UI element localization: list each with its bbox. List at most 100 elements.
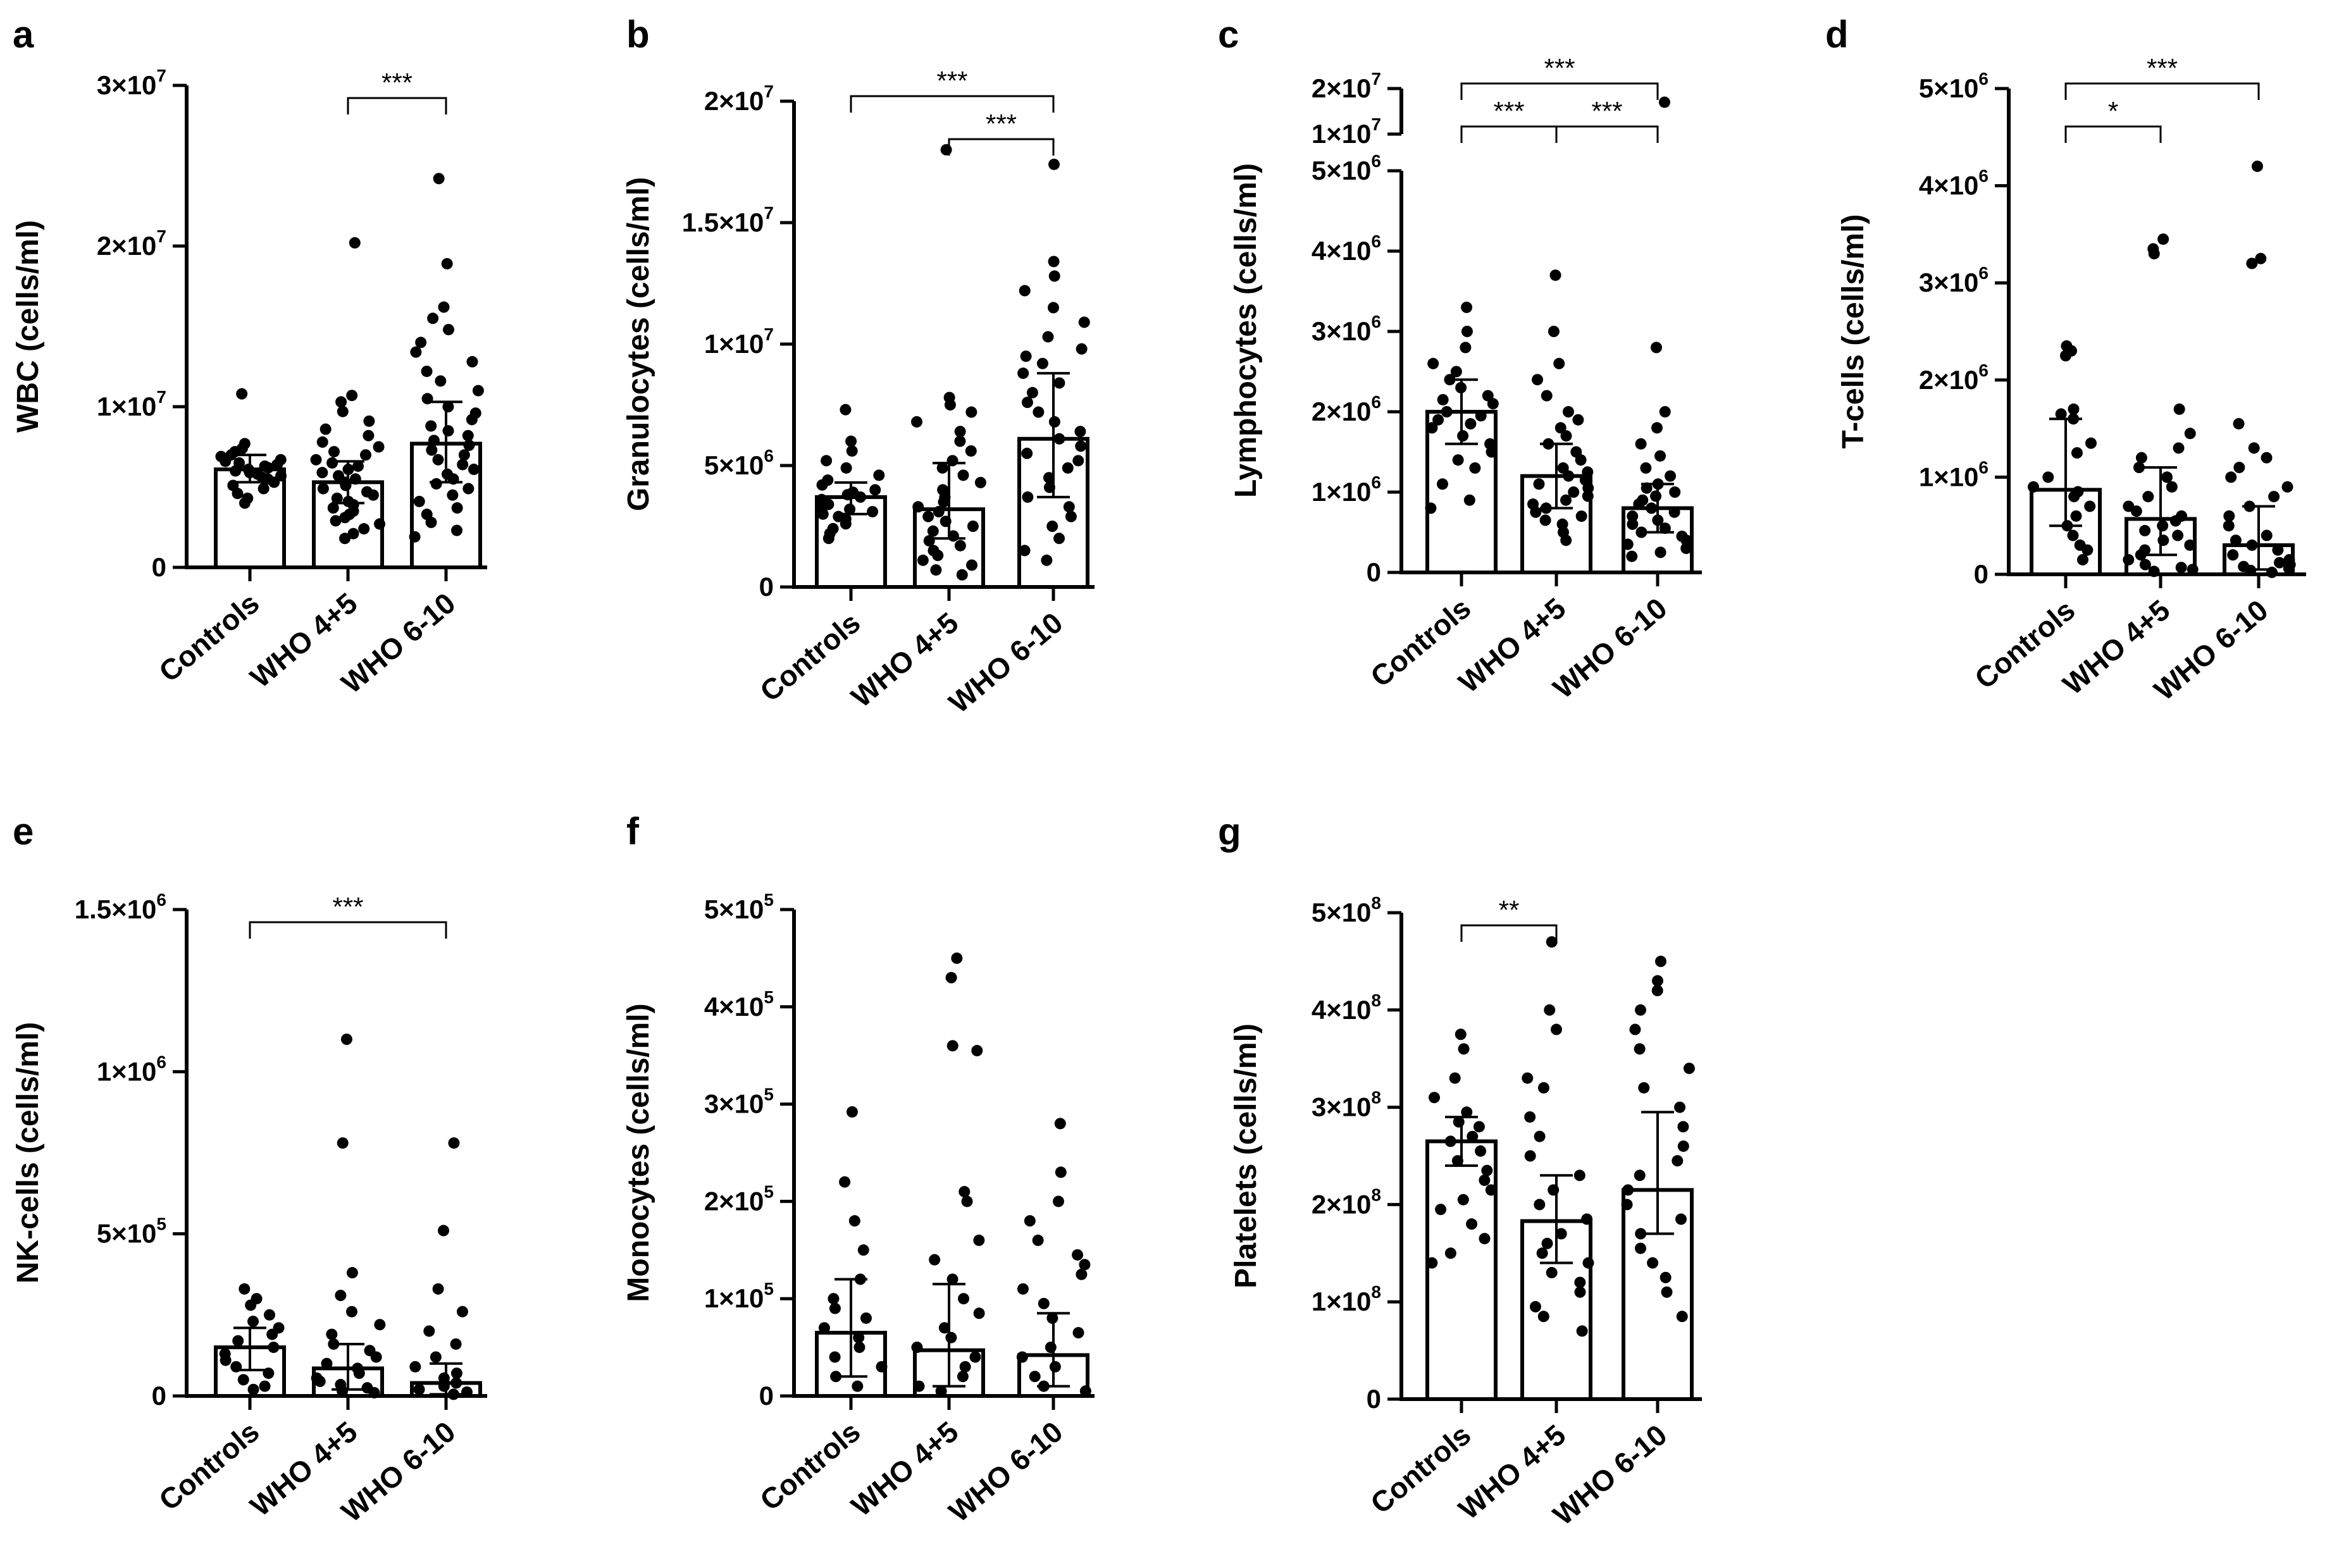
data-point	[2148, 565, 2160, 577]
data-point	[335, 1290, 347, 1302]
y-tick-label: 2×106	[1312, 392, 1381, 426]
data-point	[2071, 447, 2083, 459]
data-point	[472, 385, 484, 397]
data-point	[1426, 422, 1438, 434]
data-point	[2133, 462, 2145, 474]
data-point	[337, 1385, 349, 1397]
data-point	[1546, 936, 1558, 948]
data-point	[2225, 471, 2237, 483]
data-point	[363, 415, 375, 427]
data-point	[330, 515, 342, 527]
data-point	[1450, 366, 1462, 378]
data-point	[262, 462, 274, 474]
y-tick-label: 5×106	[1312, 151, 1381, 185]
data-point	[1562, 406, 1574, 417]
data-point	[266, 1328, 278, 1340]
data-point	[1024, 1215, 1036, 1227]
data-point	[867, 505, 879, 517]
y-tick-label: 0	[759, 1381, 774, 1411]
data-point	[1045, 1342, 1057, 1354]
data-point	[466, 355, 478, 367]
data-point	[1677, 1121, 1689, 1133]
y-tick-label: 0	[152, 552, 166, 582]
x-tick-label: WHO 6-10	[1547, 591, 1673, 705]
data-point	[958, 1293, 970, 1305]
significance-bracket	[1460, 924, 1558, 942]
data-point	[2157, 520, 2169, 532]
significance-bracket	[948, 138, 1055, 156]
data-point	[817, 508, 829, 520]
data-point	[945, 972, 957, 984]
data-point	[1458, 1043, 1470, 1055]
data-point	[1665, 470, 1677, 482]
x-tick-label: WHO 6-10	[943, 1415, 1069, 1528]
data-point	[432, 454, 444, 466]
y-tick-label: 3×106	[1312, 312, 1381, 346]
data-point	[456, 1306, 468, 1318]
data-point	[1646, 502, 1658, 514]
data-point	[1622, 538, 1634, 550]
data-point	[2268, 491, 2280, 503]
y-tick-label: 0	[152, 1381, 166, 1411]
data-point	[857, 1244, 869, 1256]
data-point	[912, 501, 924, 513]
data-point	[2059, 350, 2071, 362]
data-point	[1530, 506, 1542, 518]
data-point	[337, 405, 349, 417]
y-axis-label: Platelets (cells/ml)	[1229, 1023, 1263, 1288]
data-point	[1032, 1234, 1044, 1246]
data-point	[1536, 1247, 1548, 1259]
data-point	[461, 1386, 473, 1398]
data-point	[1660, 1271, 1672, 1283]
data-point	[1541, 390, 1553, 402]
panel-c: c01×1062×1063×1064×1065×1061×1072×107Con…	[1218, 13, 1702, 705]
significance-label: **	[1499, 895, 1520, 925]
data-point	[1075, 440, 1087, 452]
data-point	[1650, 490, 1662, 502]
data-point	[426, 444, 438, 456]
significance-label: *	[2108, 96, 2118, 126]
data-point	[349, 473, 361, 485]
data-point	[409, 1361, 421, 1373]
data-point	[1053, 433, 1065, 445]
data-point	[425, 420, 437, 432]
data-point	[854, 491, 866, 503]
data-point	[410, 346, 422, 358]
data-point	[1062, 462, 1074, 474]
panel-letter: b	[626, 13, 650, 56]
data-point	[367, 489, 379, 501]
data-point	[1539, 514, 1551, 526]
data-point	[327, 502, 339, 514]
data-point	[1043, 472, 1055, 484]
data-point	[1072, 1249, 1084, 1261]
y-axis-label: Granulocytes (cells/ml)	[622, 177, 655, 511]
data-point	[257, 483, 270, 495]
data-point	[1079, 1259, 1091, 1271]
data-point	[1019, 545, 1031, 557]
data-point	[1435, 1204, 1447, 1216]
data-point	[368, 1386, 380, 1398]
y-tick-label: 5×105	[97, 1214, 166, 1249]
data-point	[259, 1380, 271, 1392]
data-point	[433, 173, 445, 185]
data-point	[973, 1307, 985, 1319]
data-point	[954, 426, 966, 438]
data-point	[2248, 442, 2260, 454]
data-point	[965, 406, 977, 418]
data-point	[846, 445, 858, 457]
data-point	[1548, 326, 1560, 337]
significance-bracket	[1460, 125, 1558, 143]
y-tick-label: 1×106	[1919, 457, 1988, 491]
data-point	[2148, 248, 2160, 260]
data-point	[373, 441, 385, 453]
data-point	[320, 423, 332, 435]
data-point	[374, 518, 386, 530]
data-point	[1634, 1043, 1646, 1055]
data-point	[230, 465, 242, 477]
panel-letter: g	[1218, 810, 1241, 853]
data-point	[840, 404, 852, 416]
data-point	[1627, 518, 1639, 530]
data-point	[220, 1354, 232, 1366]
data-point	[848, 1215, 860, 1227]
